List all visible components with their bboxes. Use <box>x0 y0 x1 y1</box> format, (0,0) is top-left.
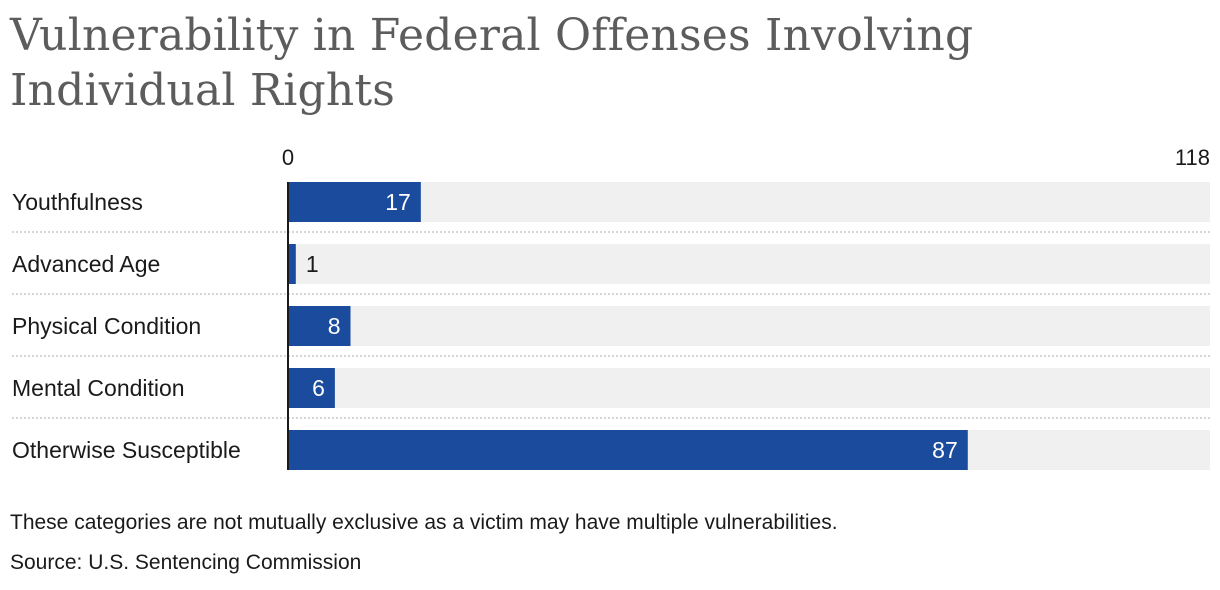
axis-label-min: 0 <box>282 145 294 170</box>
category-label: Youthfulness <box>12 189 143 215</box>
category-label: Physical Condition <box>12 313 201 339</box>
bar-track <box>288 244 1210 284</box>
bar-row: Youthfulness 17 <box>12 182 1210 233</box>
bar-row: Otherwise Susceptible 87 <box>12 430 1210 470</box>
axis-label-max: 118 <box>1175 145 1210 170</box>
category-label: Mental Condition <box>12 375 185 401</box>
data-label: 8 <box>328 313 341 339</box>
bar-chart: 0 118 Youthfulness 17 Advanced Age 1 Physical… <box>12 145 1210 470</box>
category-label: Otherwise Susceptible <box>12 437 241 463</box>
bar-row: Physical Condition 8 <box>12 306 1210 357</box>
data-label: 6 <box>312 375 325 401</box>
footnote: These categories are not mutually exclus… <box>10 511 838 534</box>
chart-rows: Youthfulness 17 Advanced Age 1 Physical Cond… <box>12 182 1210 470</box>
data-label: 17 <box>385 189 411 215</box>
bar <box>288 368 335 408</box>
data-label: 1 <box>306 251 319 277</box>
bar <box>288 244 296 284</box>
data-label: 87 <box>932 437 958 463</box>
chart-title: Vulnerability in Federal Offenses Involv… <box>10 10 974 116</box>
axis-labels: 0 118 <box>282 145 1210 170</box>
bar-track <box>288 182 1210 222</box>
bar <box>288 182 421 222</box>
category-label: Advanced Age <box>12 251 160 277</box>
bar-row: Advanced Age 1 <box>12 244 1210 295</box>
source-note: Source: U.S. Sentencing Commission <box>10 551 362 574</box>
bar-track <box>288 368 1210 408</box>
bar <box>288 430 968 470</box>
bar-track <box>288 306 1210 346</box>
bar <box>288 306 351 346</box>
bar-row: Mental Condition 6 <box>12 368 1210 419</box>
